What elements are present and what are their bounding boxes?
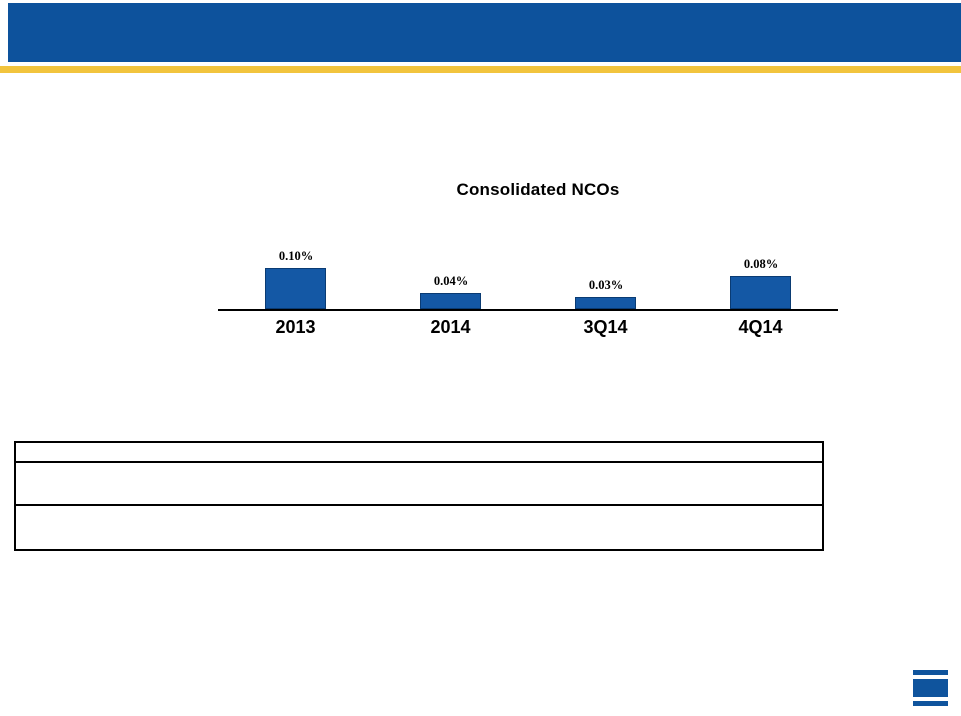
plot-area: 0.10% 0.04% 0.03% 0.08% bbox=[218, 240, 838, 311]
table-cell bbox=[14, 504, 824, 551]
bar-value-label: 0.08% bbox=[743, 257, 779, 271]
bar-2013 bbox=[265, 268, 326, 309]
category-axis: 2013 2014 3Q14 4Q14 bbox=[218, 317, 838, 341]
category-label-3Q14: 3Q14 bbox=[583, 317, 628, 337]
category-label-2014: 2014 bbox=[430, 317, 471, 337]
bar-3Q14 bbox=[575, 297, 636, 309]
logo-bar-middle bbox=[913, 679, 948, 697]
bar-value-label: 0.10% bbox=[278, 249, 314, 263]
bar-4Q14 bbox=[730, 276, 791, 309]
accent-stripe bbox=[0, 66, 961, 73]
table-row bbox=[14, 441, 824, 463]
table-cell bbox=[14, 460, 824, 507]
logo-bar-top bbox=[913, 670, 948, 675]
category-label-2013: 2013 bbox=[275, 317, 316, 337]
bar-2014 bbox=[420, 293, 481, 309]
chart-title: Consolidated NCOs bbox=[456, 180, 620, 199]
table-row bbox=[14, 504, 824, 551]
bar-value-label: 0.03% bbox=[588, 278, 624, 292]
table-cell bbox=[14, 441, 824, 463]
summary-table bbox=[14, 441, 824, 551]
header-bar bbox=[8, 3, 961, 62]
category-label-4Q14: 4Q14 bbox=[738, 317, 783, 337]
table-row bbox=[14, 460, 824, 507]
bar-value-label: 0.04% bbox=[433, 274, 469, 288]
company-logo-icon bbox=[913, 670, 948, 706]
logo-bar-bottom bbox=[913, 701, 948, 706]
